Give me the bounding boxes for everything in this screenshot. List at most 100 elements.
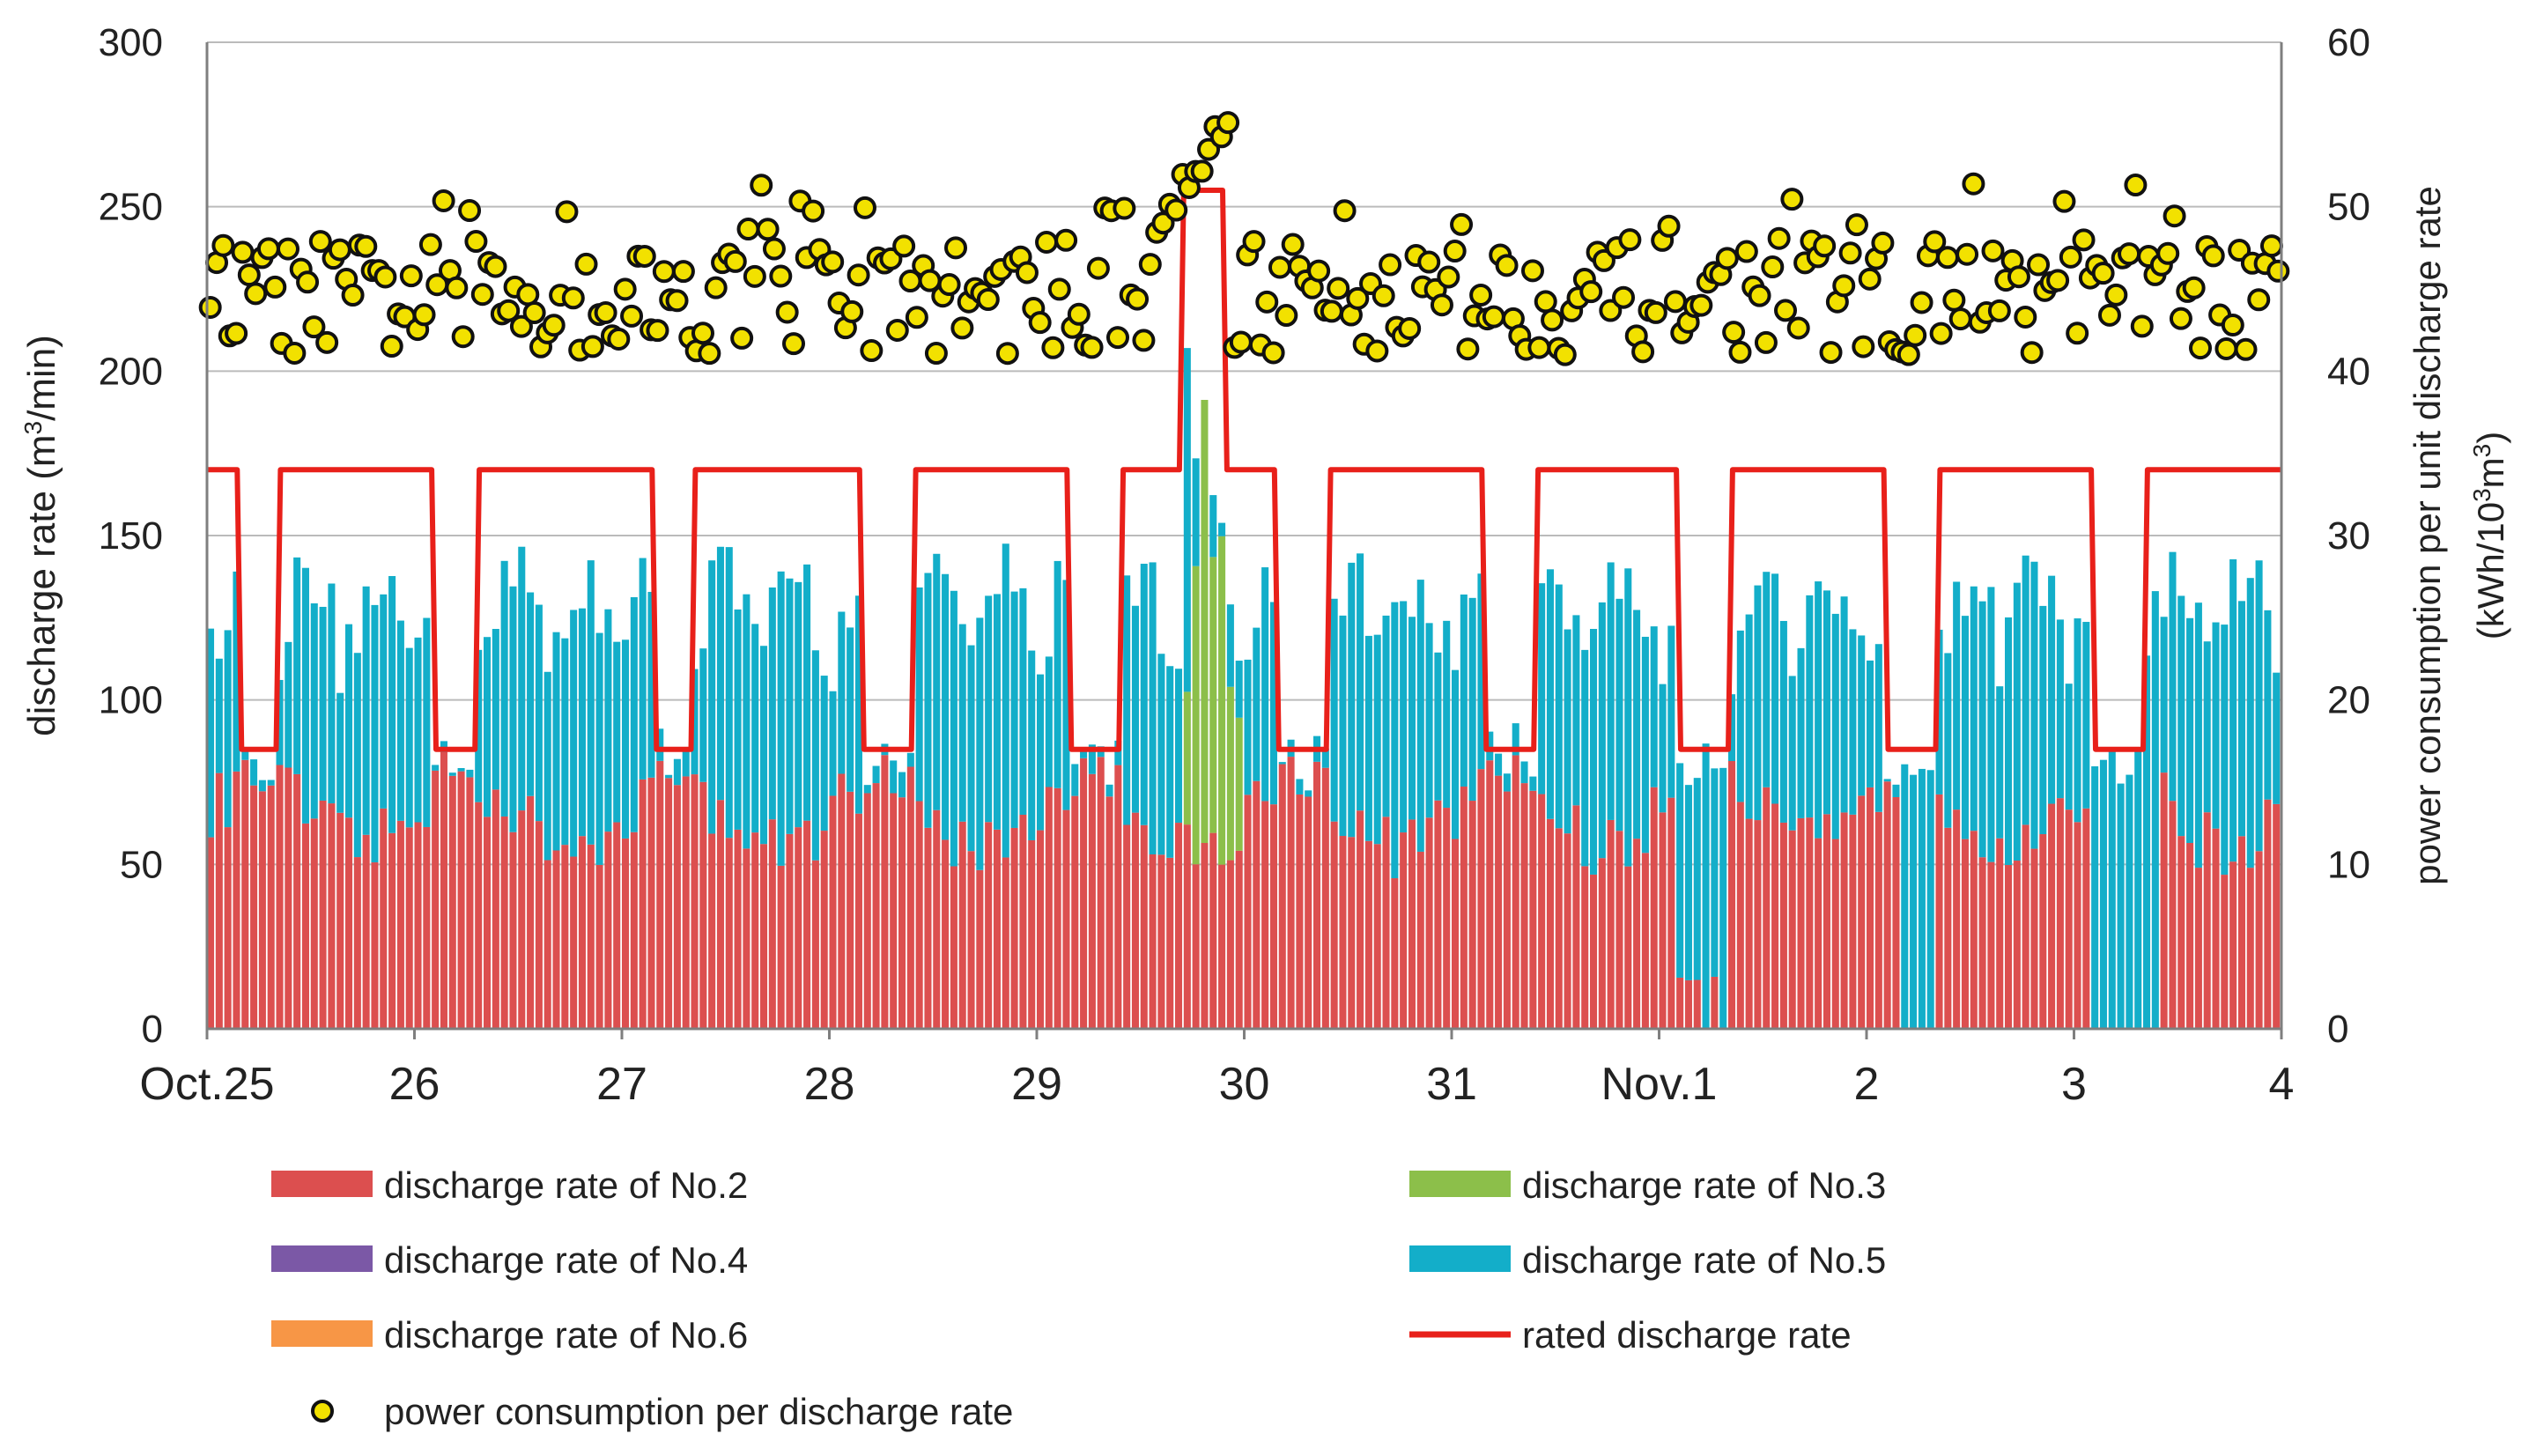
bar-no5 (336, 692, 344, 813)
power-point (341, 284, 365, 307)
bar-no2 (760, 844, 768, 1029)
power-point (399, 264, 423, 288)
bar-no2 (448, 775, 456, 1029)
bar-no5 (1140, 564, 1148, 825)
bar-no5 (1555, 584, 1563, 829)
bar-no5 (388, 575, 396, 833)
bar-no2 (838, 773, 846, 1029)
bar-no5 (285, 641, 292, 768)
power-point (1761, 255, 1785, 279)
bar-no2 (673, 785, 681, 1029)
bar-no2 (1123, 824, 1131, 1029)
power-point (769, 264, 793, 288)
power-point (1813, 234, 1837, 258)
bar-no2 (319, 800, 327, 1029)
bar-no5 (613, 641, 621, 823)
bar-no5 (484, 637, 492, 817)
power-point (432, 188, 455, 212)
bar-no2 (691, 774, 699, 1029)
power-point (1774, 299, 1798, 322)
bar-no5 (1080, 751, 1088, 758)
power-point (2130, 314, 2154, 338)
bar-no5 (1477, 573, 1485, 770)
bar-no2 (1364, 840, 1372, 1029)
bar-no5 (2030, 561, 2038, 849)
bar-no2 (353, 857, 361, 1029)
bar-no5 (820, 676, 828, 831)
power-point (373, 265, 397, 289)
bar-no5 (1105, 784, 1113, 797)
bar-no2 (1045, 787, 1053, 1029)
bar-no5 (2151, 591, 2159, 1029)
bar-no5 (890, 760, 898, 794)
bar-no2 (1019, 814, 1027, 1029)
bar-no2 (1867, 787, 1874, 1029)
x-tick-label: Nov.1 (1601, 1059, 1718, 1110)
bar-no5 (301, 567, 309, 824)
bar-no2 (2194, 868, 2202, 1029)
bar-no3 (1201, 399, 1209, 844)
bar-no2 (976, 869, 984, 1029)
power-point (646, 319, 669, 343)
bar-no2 (250, 785, 258, 1029)
bar-no2 (561, 845, 569, 1029)
bar-no5 (1858, 635, 1866, 796)
bar-no2 (1590, 874, 1598, 1029)
bar-no5 (1330, 598, 1338, 822)
bar-no5 (1797, 647, 1805, 818)
bar-no3 (1226, 686, 1234, 861)
bar-no2 (457, 771, 465, 1029)
bar-no2 (1037, 830, 1045, 1029)
bar-no5 (786, 578, 794, 834)
bar-no2 (440, 751, 447, 1029)
bar-no5 (1840, 596, 1848, 813)
bar-no5 (1071, 764, 1079, 796)
power-point (1456, 337, 1480, 361)
power-point (1942, 288, 1966, 312)
power-point (244, 282, 268, 306)
bar-no5 (1529, 776, 1537, 791)
bar-no5 (795, 581, 802, 828)
power-point (470, 283, 494, 307)
bar-no2 (795, 827, 802, 1029)
bar-no2 (906, 766, 914, 1029)
bar-no5 (2221, 625, 2229, 876)
legend-swatch-power (311, 1400, 334, 1423)
bar-no2 (2056, 798, 2064, 1029)
bar-no2 (1080, 758, 1088, 1029)
bar-no5 (570, 610, 578, 857)
bar-no2 (1538, 794, 1546, 1029)
bar-no5 (293, 557, 301, 774)
power-point (1054, 228, 1078, 252)
bar-no5 (1806, 595, 1814, 818)
legend-label-no4: discharge rate of No.4 (384, 1239, 748, 1281)
bar-no5 (1408, 617, 1416, 820)
bar-no2 (786, 833, 794, 1029)
y-right-title-line2: (kWh/103m3) (2468, 432, 2512, 640)
power-point (256, 237, 280, 261)
power-point (1216, 111, 1240, 135)
bar-no5 (1918, 768, 1926, 1029)
power-point (756, 218, 780, 241)
bar-no2 (1823, 814, 1830, 1029)
bar-no5 (1425, 623, 1433, 818)
bar-no5 (224, 630, 232, 828)
bar-no5 (1166, 666, 1174, 858)
power-point (451, 325, 475, 349)
bar-no5 (1157, 654, 1165, 855)
bar-no5 (561, 638, 569, 846)
bar-no5 (527, 592, 535, 796)
bar-no5 (1520, 761, 1528, 784)
bar-no2 (1183, 824, 1191, 1029)
power-point (2020, 341, 2044, 365)
x-tick-label: 27 (596, 1059, 647, 1110)
bar-no2 (1105, 796, 1113, 1029)
bar-no5 (466, 769, 474, 778)
power-point (1346, 286, 1370, 310)
bar-no5 (1736, 630, 1744, 802)
y-left-tick-label: 0 (142, 1008, 163, 1051)
bar-no2 (432, 770, 440, 1029)
bar-no5 (1296, 779, 1304, 795)
y-right-title-line1: power consumption per unit discharge rat… (2407, 186, 2448, 885)
power-point (736, 218, 760, 241)
